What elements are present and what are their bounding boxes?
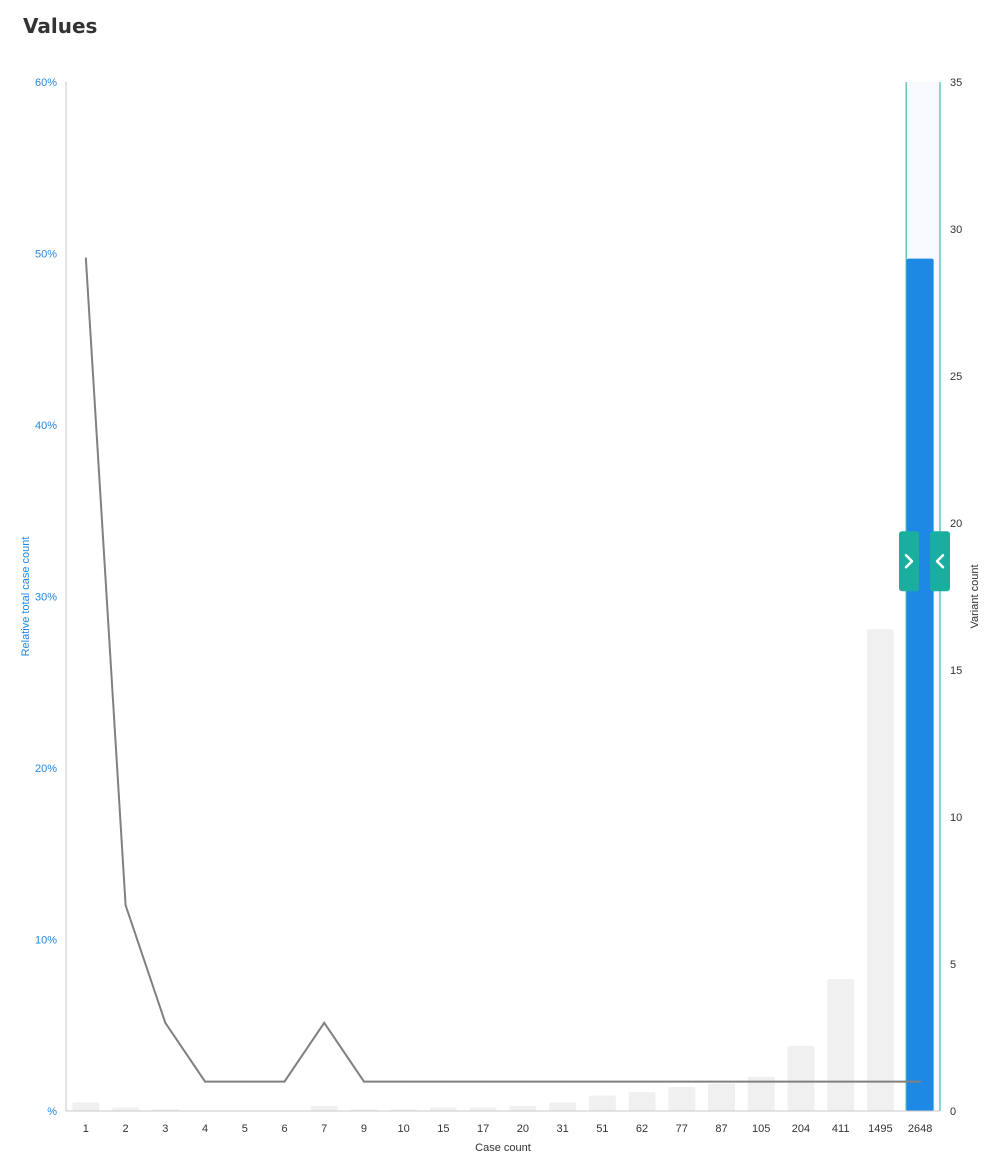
- bar-62[interactable]: [628, 1092, 656, 1111]
- x-tick-label: 10: [398, 1123, 410, 1135]
- line-point-2648: [919, 1080, 922, 1083]
- line-point-9: [362, 1080, 365, 1083]
- x-tick-label: 62: [636, 1123, 648, 1135]
- bar-105[interactable]: [747, 1076, 775, 1111]
- bar-15[interactable]: [429, 1107, 457, 1111]
- line-point-4: [204, 1080, 207, 1083]
- line-point-31: [561, 1080, 564, 1083]
- axes-layer: [65, 82, 941, 1112]
- range-handle-left[interactable]: [899, 531, 919, 592]
- x-tick-label: 5: [242, 1123, 248, 1135]
- x-tick-label: 51: [596, 1123, 608, 1135]
- page-title: Values: [23, 14, 98, 38]
- x-tick-label: 2648: [908, 1123, 932, 1135]
- x-tick-label: 1495: [868, 1123, 892, 1135]
- right-tick-label: 35: [950, 77, 962, 89]
- labels-layer: % 10% 20% 30% 40% 50% 60% 0 5 10 15 20 25 30 35 1 2 3 4 5 6 7…: [20, 77, 981, 1154]
- x-tick-label: 20: [517, 1123, 529, 1135]
- right-tick-label: 10: [950, 812, 962, 824]
- bar-204[interactable]: [787, 1045, 815, 1111]
- line-point-62: [641, 1080, 644, 1083]
- x-tick-label: 9: [361, 1123, 367, 1135]
- line-point-15: [442, 1080, 445, 1083]
- x-tick-label: 77: [676, 1123, 688, 1135]
- x-tick-label: 15: [437, 1123, 449, 1135]
- x-tick-label: 204: [792, 1123, 810, 1135]
- bar-2[interactable]: [112, 1107, 140, 1111]
- line-layer: [84, 257, 922, 1083]
- right-tick-label: 15: [950, 665, 962, 677]
- chevron-left-icon: [935, 553, 945, 569]
- line-point-1: [84, 257, 87, 260]
- left-axis-title: Relative total case count: [20, 537, 32, 657]
- line-point-20: [521, 1080, 524, 1083]
- bar-411[interactable]: [827, 978, 855, 1111]
- bar-1495[interactable]: [866, 629, 894, 1111]
- bar-2648[interactable]: [906, 258, 934, 1111]
- bar-17[interactable]: [469, 1107, 497, 1111]
- bar-31[interactable]: [549, 1102, 577, 1111]
- left-tick-label: 40%: [35, 420, 57, 432]
- x-tick-label: 31: [556, 1123, 568, 1135]
- right-tick-label: 30: [950, 224, 962, 236]
- line-point-77: [680, 1080, 683, 1083]
- right-tick-label: 20: [950, 518, 962, 530]
- x-tick-label: 411: [832, 1123, 850, 1135]
- line-point-2: [124, 904, 127, 907]
- bar-20[interactable]: [509, 1105, 537, 1111]
- bar-51[interactable]: [588, 1095, 616, 1111]
- bars-layer: [72, 258, 934, 1111]
- x-tick-label: 17: [477, 1123, 489, 1135]
- x-tick-label: 3: [162, 1123, 168, 1135]
- x-tick-label: 2: [123, 1123, 129, 1135]
- right-tick-label: 25: [950, 371, 962, 383]
- line-point-51: [601, 1080, 604, 1083]
- x-tick-label: 87: [715, 1123, 727, 1135]
- line-point-6: [283, 1080, 286, 1083]
- x-tick-label: 6: [281, 1123, 287, 1135]
- line-point-5: [243, 1080, 246, 1083]
- chevron-right-icon: [904, 553, 914, 569]
- range-handle-right[interactable]: [930, 531, 950, 592]
- right-tick-label: 0: [950, 1106, 956, 1118]
- left-tick-label: 60%: [35, 77, 57, 89]
- left-tick-label: 20%: [35, 763, 57, 775]
- x-tick-label: 1: [83, 1123, 89, 1135]
- line-point-105: [760, 1080, 763, 1083]
- right-tick-label: 5: [950, 959, 956, 971]
- left-tick-label: 50%: [35, 249, 57, 261]
- line-point-17: [482, 1080, 485, 1083]
- x-tick-label: 4: [202, 1123, 208, 1135]
- line-point-411: [839, 1080, 842, 1083]
- left-tick-label: %: [47, 1106, 57, 1118]
- right-axis-title: Variant count: [969, 564, 981, 628]
- bar-87[interactable]: [708, 1083, 735, 1111]
- left-tick-label: 10%: [35, 935, 57, 947]
- line-point-204: [799, 1080, 802, 1083]
- x-axis-title: Case count: [475, 1142, 531, 1154]
- line-point-1495: [879, 1080, 882, 1083]
- bar-1[interactable]: [72, 1102, 100, 1111]
- bar-77[interactable]: [668, 1086, 696, 1111]
- x-tick-label: 105: [752, 1123, 770, 1135]
- line-point-3: [164, 1021, 167, 1024]
- line-point-7: [323, 1021, 326, 1024]
- x-tick-label: 7: [321, 1123, 327, 1135]
- left-tick-label: 30%: [35, 592, 57, 604]
- bar-7[interactable]: [310, 1105, 338, 1111]
- variant-count-line: [84, 258, 921, 1083]
- handles-layer: [899, 531, 950, 592]
- line-point-87: [720, 1080, 723, 1083]
- line-point-10: [402, 1080, 405, 1083]
